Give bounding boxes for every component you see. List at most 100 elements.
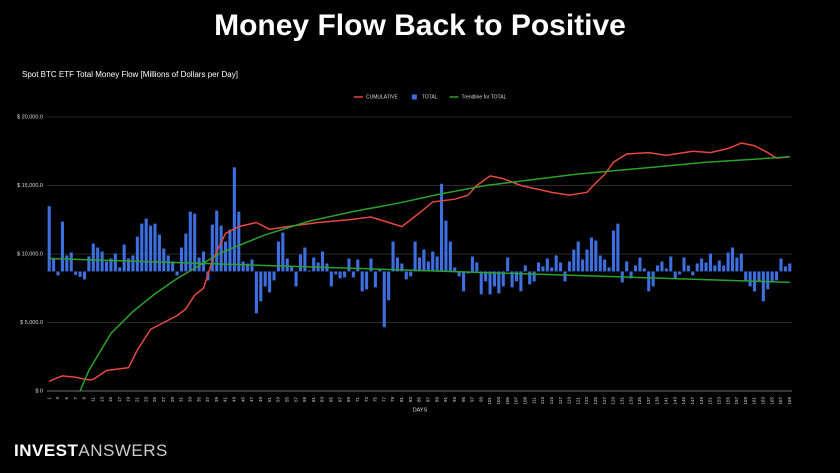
brand-light: ANSWERS [78,441,167,460]
bar [506,257,510,272]
bar [201,251,206,272]
bar [268,271,272,293]
bar [559,262,563,272]
bar [144,218,148,272]
x-tick-label: 3 [55,397,60,400]
bar [334,271,338,275]
x-tick-label: 121 [575,397,580,405]
bar [717,260,721,272]
bar [664,268,668,272]
x-tick-label: 49 [258,397,263,403]
bar [272,271,276,281]
bar [545,258,549,272]
x-tick-label: 59 [302,397,307,403]
bar [642,268,646,272]
bar [153,223,157,272]
bar [131,255,135,272]
x-tick-label: 101 [487,397,492,405]
x-tick-label: 105 [505,397,510,405]
bar [435,256,439,272]
bar [629,271,633,279]
bar [78,271,82,277]
x-tick-label: 83 [408,397,413,403]
bar [576,241,580,272]
bar [514,271,519,282]
bar [766,271,770,290]
bar [462,271,466,292]
bar [426,261,430,272]
x-tick-label: 155 [725,397,730,405]
footer-brand: INVESTANSWERS [14,441,168,460]
bar [276,241,280,272]
x-tick-label: 151 [708,397,713,405]
x-tick-label: 153 [716,397,721,405]
x-tick-label: 29 [170,397,175,403]
x-tick-label: 21 [135,397,140,403]
x-tick-label: 77 [381,397,386,403]
x-tick-label: 37 [205,397,210,403]
bar [497,271,501,294]
bar [237,211,241,272]
bar [100,251,104,272]
bar [607,267,611,272]
bar [616,223,620,272]
bar [669,256,673,272]
bar [722,265,726,272]
bar [730,247,735,272]
bar [647,271,651,292]
x-tick-label: 67 [337,397,342,403]
bar [290,266,294,272]
bar [585,249,589,272]
x-tick-label: 65 [329,397,334,403]
bar [594,240,598,272]
bar [113,253,117,272]
legend-label: TOTAL [422,94,438,100]
bar [87,256,91,272]
x-tick-label: 85 [417,397,422,403]
series-line [48,142,790,383]
bar [188,211,192,272]
x-tick-label: 127 [602,397,607,405]
y-tick-label: $ 20,000.0 [17,114,43,120]
bar [589,237,593,272]
bar [329,271,333,287]
x-tick-label: 137 [646,397,651,405]
bar [532,271,536,282]
bar [382,271,386,328]
x-tick-label: 135 [637,397,642,405]
bar [541,266,545,272]
bar [695,263,699,272]
x-tick-label: 161 [752,397,757,405]
bar [135,236,139,272]
bar [453,267,457,272]
bar [439,183,444,272]
bar [523,265,527,272]
bar [536,262,541,272]
x-tick-label: 143 [672,397,677,405]
x-tick-label: 55 [284,397,289,403]
x-tick-label: 93 [452,397,457,403]
bar [210,224,214,272]
x-tick-label: 157 [734,397,739,405]
bar [387,271,391,301]
x-tick-label: 25 [152,397,157,403]
y-tick-label: $ 15,000.0 [17,183,43,189]
bar [400,263,404,272]
x-tick-label: 27 [161,397,166,403]
x-tick-label: 57 [293,397,298,403]
x-tick-label: 45 [240,397,245,403]
x-tick-label: 141 [664,397,669,405]
bar [219,225,223,272]
bar [417,257,422,272]
x-tick-label: 11 [90,397,95,402]
bar [69,252,73,272]
bar [783,266,787,272]
x-tick-label: 115 [549,397,554,405]
bar [365,271,369,290]
bar [708,253,712,272]
bar [775,271,779,281]
bar [713,265,717,272]
x-tick-label: 165 [769,397,774,405]
bar [744,271,748,281]
y-tick-label: $ 0 [35,388,43,394]
